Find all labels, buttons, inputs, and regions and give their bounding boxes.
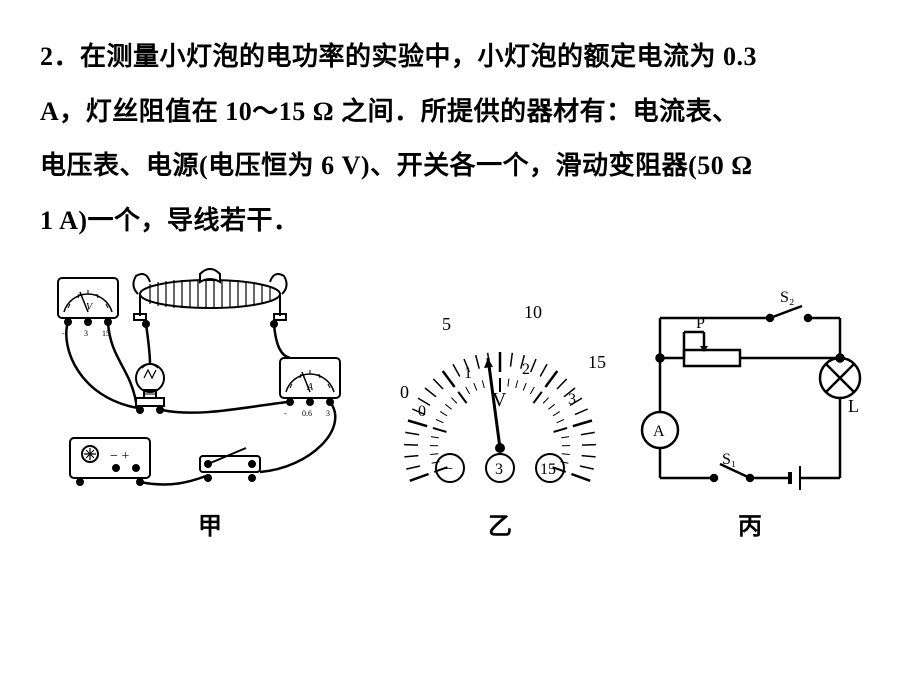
- svg-text:1: 1: [464, 365, 472, 382]
- svg-text:3: 3: [84, 329, 88, 338]
- svg-text:3: 3: [326, 409, 330, 418]
- svg-text:15: 15: [588, 352, 606, 372]
- svg-text:−: −: [444, 461, 453, 478]
- figure-a: V - 3 15: [50, 268, 370, 541]
- line-4: 1 A)一个，导线若干．: [40, 194, 880, 249]
- svg-text:-: -: [284, 409, 287, 418]
- figures-row: V - 3 15: [40, 268, 880, 541]
- svg-text:− +: − +: [110, 449, 129, 464]
- line-3: 电压表、电源(电压恒为 6 V)、开关各一个，滑动变阻器(50 Ω: [40, 139, 880, 194]
- svg-text:2: 2: [522, 361, 530, 378]
- figure-b: 0 5 10 15 0 1 2 3 V: [370, 288, 630, 541]
- svg-text:-: -: [62, 329, 65, 338]
- svg-text:0: 0: [400, 382, 409, 402]
- svg-text:A: A: [653, 423, 665, 440]
- svg-text:L: L: [848, 396, 859, 416]
- page: 2．在测量小灯泡的电功率的实验中，小灯泡的额定电流为 0.3 A，灯丝阻值在 1…: [0, 0, 920, 541]
- svg-text:A: A: [306, 382, 314, 393]
- svg-text:10: 10: [524, 302, 542, 322]
- line-1: 2．在测量小灯泡的电功率的实验中，小灯泡的额定电流为 0.3: [40, 30, 880, 85]
- figure-c-label: 丙: [738, 506, 762, 541]
- voltmeter-dial: 0 5 10 15 0 1 2 3 V: [370, 288, 630, 498]
- figure-c: S₂ L: [630, 288, 870, 541]
- svg-text:S₁: S₁: [722, 451, 736, 468]
- svg-text:15: 15: [540, 461, 556, 478]
- apparatus-sketch: V - 3 15: [50, 268, 370, 498]
- svg-text:0: 0: [418, 403, 426, 420]
- svg-text:0.6: 0.6: [302, 409, 312, 418]
- svg-text:3: 3: [495, 461, 503, 478]
- line-2: A，灯丝阻值在 10～15 Ω 之间．所提供的器材有：电流表、: [40, 85, 880, 140]
- circuit-diagram: S₂ L: [630, 288, 870, 498]
- svg-text:P: P: [696, 315, 705, 332]
- question-text: 2．在测量小灯泡的电功率的实验中，小灯泡的额定电流为 0.3 A，灯丝阻值在 1…: [40, 30, 880, 248]
- figure-b-label: 乙: [488, 506, 512, 541]
- svg-text:S₂: S₂: [780, 289, 794, 306]
- svg-text:3: 3: [568, 391, 576, 408]
- figure-a-label: 甲: [198, 506, 222, 541]
- svg-text:5: 5: [442, 314, 451, 334]
- svg-text:V: V: [86, 302, 94, 313]
